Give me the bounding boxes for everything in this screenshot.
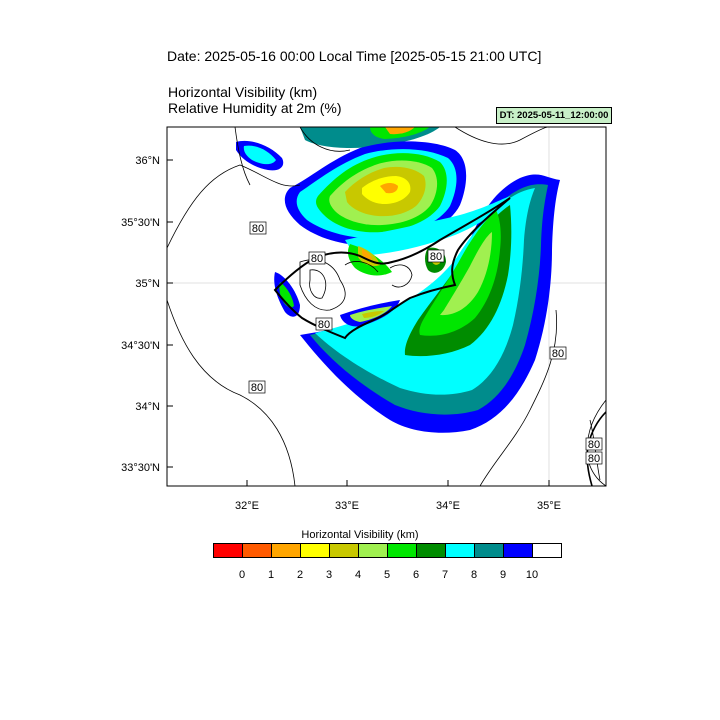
contour-label: 80 (252, 223, 264, 235)
lon-label-34e: 34°E (436, 500, 460, 512)
cloud-orange (380, 183, 398, 194)
date-title: Date: 2025-05-16 00:00 Local Time [2025-… (167, 48, 542, 64)
colorbar-tick-label: 0 (238, 569, 246, 581)
cyprus-coastline (273, 197, 511, 340)
colorbar-swatch (358, 543, 388, 558)
colorbar-tick-label: 3 (325, 569, 333, 581)
contour-label: 80 (430, 251, 442, 263)
plot-frame (166, 126, 607, 487)
colorbar-swatch (213, 543, 243, 558)
north-coast-orange (385, 127, 415, 135)
lon-label-32e: 32°E (235, 500, 259, 512)
colorbar-swatch (503, 543, 533, 558)
plume-lightgreen (440, 232, 492, 316)
colorbar-swatch (271, 543, 301, 558)
colorbar-swatch (416, 543, 446, 558)
contour-labels: 80 80 80 80 80 80 80 80 (248, 221, 603, 465)
lat-label-35-30n: 35°30'N (121, 217, 160, 229)
dt-badge: DT: 2025-05-11_12:00:00 (496, 107, 612, 124)
colorbar-title: Horizontal Visibility (km) (301, 529, 419, 541)
colorbar-swatch (300, 543, 330, 558)
lon-label-35e: 35°E (537, 500, 561, 512)
contour-label: 80 (311, 253, 323, 265)
colorbar-swatch (445, 543, 475, 558)
colorbar-tick-label: 9 (499, 569, 507, 581)
colorbar-swatch (532, 543, 562, 558)
colorbar-tick-label: 2 (296, 569, 304, 581)
contour-label: 80 (588, 439, 600, 451)
rh-contours (167, 127, 606, 486)
lat-label-33-30n: 33°30'N (121, 462, 160, 474)
contour-label: 80 (552, 348, 564, 360)
colorbar-swatch (329, 543, 359, 558)
strip-cyan (345, 196, 510, 256)
colorbar-tick-label: 6 (412, 569, 420, 581)
colorbar-tick-label: 4 (354, 569, 362, 581)
lat-label-36n: 36°N (135, 155, 160, 167)
lat-label-34-30n: 34°30'N (121, 340, 160, 352)
axis-ticks (167, 159, 550, 486)
visibility-field (236, 127, 560, 433)
colorbar-tick-label: 7 (441, 569, 449, 581)
colorbar-swatch (474, 543, 504, 558)
lat-label-34n: 34°N (135, 401, 160, 413)
contour-label: 80 (318, 319, 330, 331)
colorbar-tick-label: 8 (470, 569, 478, 581)
west-coast-green (279, 282, 294, 308)
colorbar-swatch (387, 543, 417, 558)
colorbar-swatch (242, 543, 272, 558)
colorbar-tick-label: 1 (267, 569, 275, 581)
colorbar-tick-label: 5 (383, 569, 391, 581)
lon-label-33e: 33°E (335, 500, 359, 512)
contour-label: 80 (251, 382, 263, 394)
colorbar-tick-label: 10 (525, 569, 539, 581)
contour-label: 80 (588, 453, 600, 465)
north-cyan-patch (243, 145, 276, 165)
field-label-visibility: Horizontal Visibility (km) (168, 84, 318, 100)
field-label-humidity: Relative Humidity at 2m (%) (168, 100, 342, 116)
lat-label-35n: 35°N (135, 278, 160, 290)
plume-green (419, 210, 501, 336)
south-coast-yellow (362, 311, 384, 318)
